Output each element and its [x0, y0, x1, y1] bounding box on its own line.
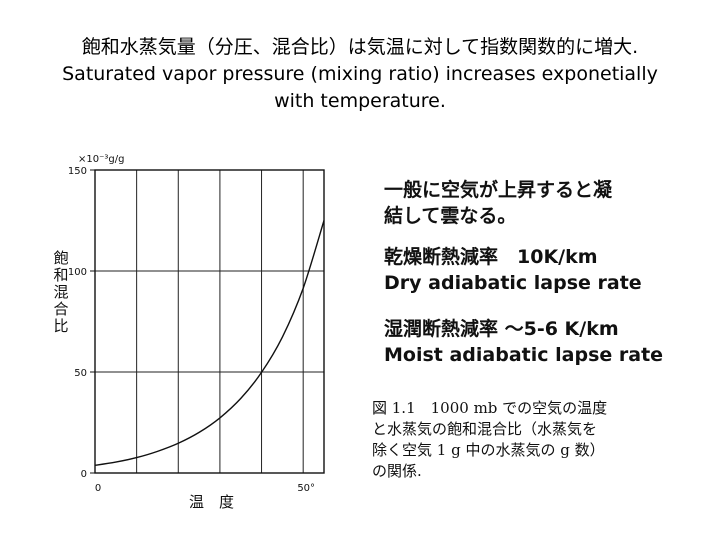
y-tick-label: 50	[74, 368, 87, 379]
caption-line-4: の関係.	[372, 462, 422, 480]
y-axis-label-char: 混	[53, 283, 68, 301]
dry-lapse-rate-label: 乾燥断熱減率 10K/km	[384, 246, 598, 268]
y-axis-label-char: 比	[53, 317, 68, 335]
y-axis-label-char: 和	[53, 266, 68, 284]
moist-lapse-rate-english: Moist adiabatic lapse rate	[384, 344, 664, 366]
condensation-note-line-2: 結して雲なる。	[384, 205, 517, 227]
caption-line-3: 除く空気 1 g 中の水蒸気の g 数）	[372, 441, 605, 459]
y-tick-label: 150	[68, 166, 87, 177]
figure-caption: 図 1.1 1000 mb での空気の温度 と水蒸気の飽和混合比（水蒸気を 除く…	[372, 398, 662, 482]
x-tick-label: 0	[95, 483, 101, 494]
slide-heading: 飽和水蒸気量（分圧、混合比）は気温に対して指数関数的に増大. Saturated…	[0, 34, 720, 115]
y-axis-label-char: 飽	[53, 249, 68, 267]
condensation-note-line-1: 一般に空気が上昇すると凝	[384, 179, 613, 201]
caption-line-1: 図 1.1 1000 mb での空気の温度	[372, 399, 608, 417]
y-axis-label: 飽和混合比	[53, 249, 68, 335]
series-line	[94, 220, 325, 466]
y-axis-unit: ×10⁻³g/g	[78, 154, 124, 165]
x-axis-label: 温 度	[189, 493, 234, 511]
moist-lapse-rate-label: 湿潤断熱減率 ～5-6 K/km	[384, 318, 619, 340]
saturation-mixing-ratio-chart: 0 50 100 150 0 50° ×10⁻³g/g 飽和混合比 温 度	[53, 154, 325, 511]
chart-grid	[94, 170, 324, 473]
heading-line-japanese: 飽和水蒸気量（分圧、混合比）は気温に対して指数関数的に増大.	[81, 36, 639, 58]
heading-line-english-1: Saturated vapor pressure (mixing ratio) …	[62, 63, 658, 85]
x-tick-label: 50°	[297, 483, 315, 494]
condensation-note: 一般に空気が上昇すると凝 結して雲なる。	[384, 177, 714, 229]
dry-lapse-note: 乾燥断熱減率 10K/km Dry adiabatic lapse rate	[384, 244, 714, 296]
dry-lapse-rate-english: Dry adiabatic lapse rate	[384, 272, 642, 294]
plot-frame	[94, 169, 325, 474]
y-tick-label: 0	[81, 469, 87, 480]
caption-line-2: と水蒸気の飽和混合比（水蒸気を	[372, 420, 598, 438]
y-axis-label-char: 合	[53, 300, 68, 318]
y-tick-label: 100	[68, 267, 87, 278]
moist-lapse-note: 湿潤断熱減率 ～5-6 K/km Moist adiabatic lapse r…	[384, 316, 714, 368]
heading-line-english-2: with temperature.	[274, 90, 446, 112]
chart-ticks: 0 50 100 150 0 50°	[68, 166, 315, 494]
